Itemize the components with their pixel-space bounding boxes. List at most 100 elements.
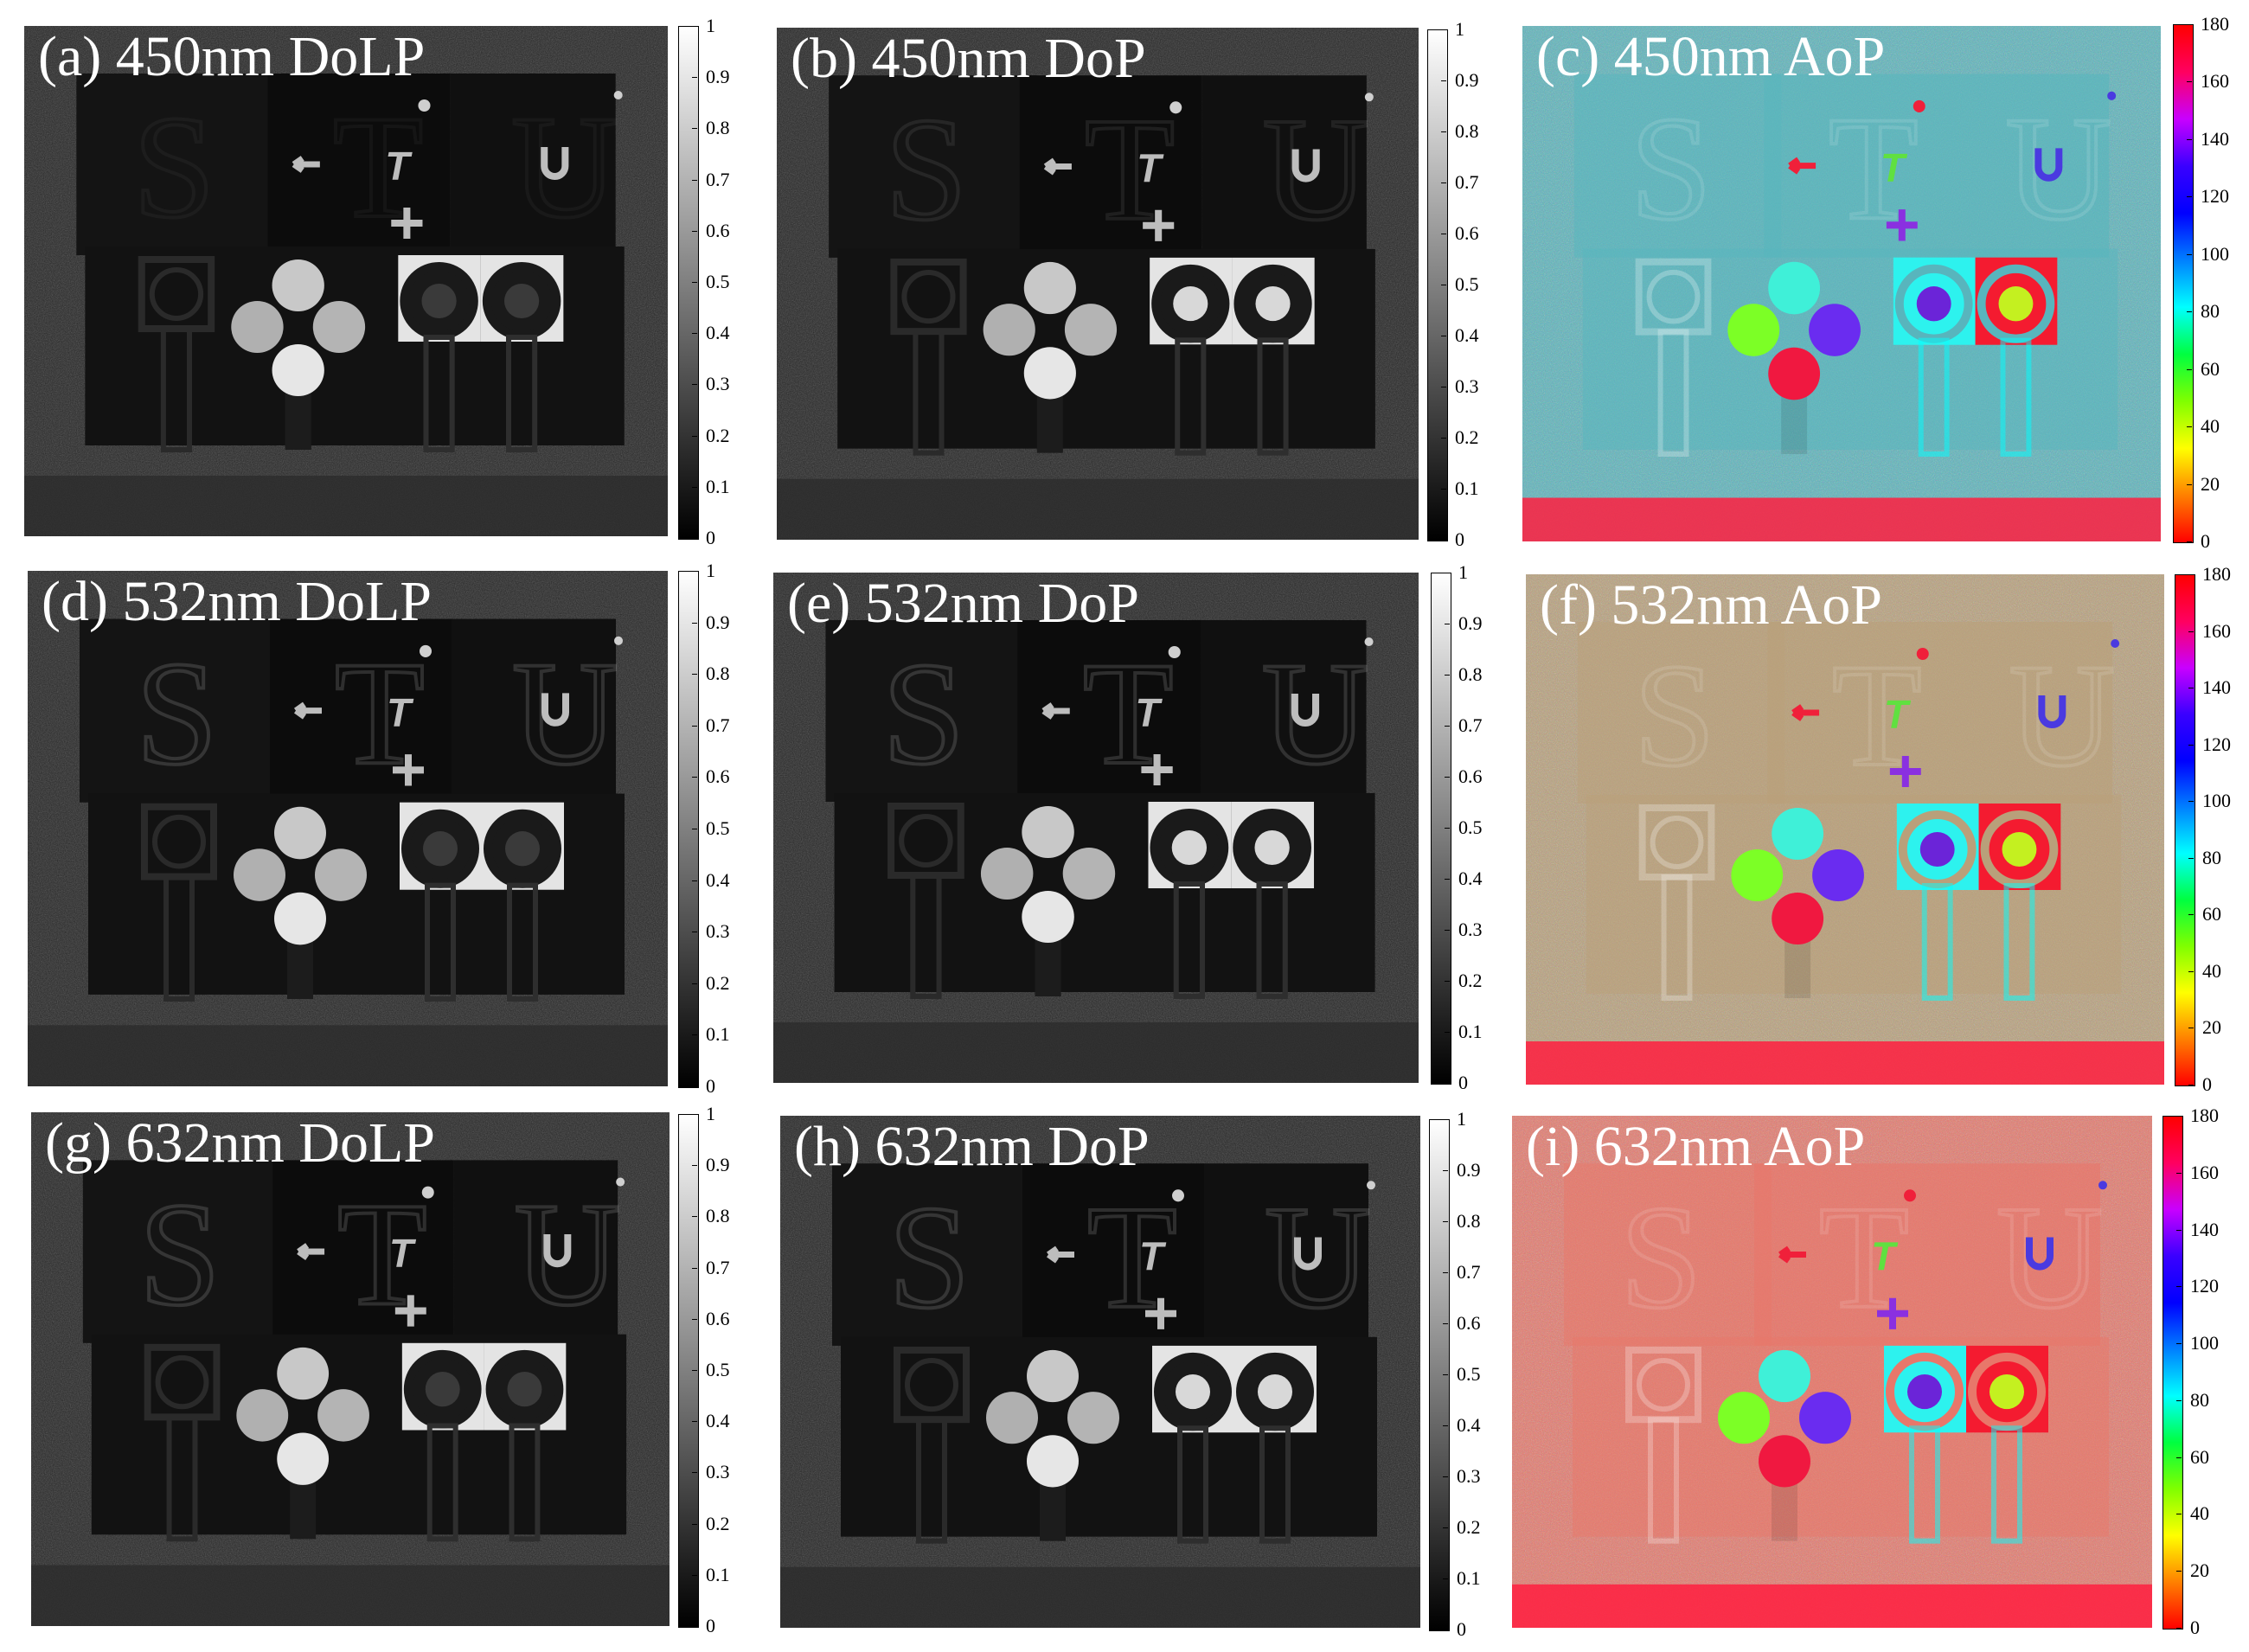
colorbar-tick-mark bbox=[692, 1034, 697, 1036]
cross-symbol bbox=[1141, 754, 1173, 785]
colorbar-tick-label: 160 bbox=[2201, 70, 2229, 93]
square-holder-stem bbox=[910, 873, 942, 999]
colorbar-tick-label: 1 bbox=[1457, 1108, 1466, 1130]
square-holder-stem bbox=[916, 1417, 947, 1544]
holder-center-2 bbox=[1258, 1374, 1292, 1410]
holder-stem-1 bbox=[426, 1423, 458, 1542]
bottom-strip bbox=[1512, 1584, 2152, 1628]
colorbar-tick-label: 0.5 bbox=[1457, 1363, 1481, 1385]
colorbar-tick-label: 0 bbox=[1457, 1618, 1466, 1640]
square-holder-ring bbox=[899, 814, 953, 868]
cross-symbol bbox=[1145, 1297, 1176, 1329]
holder-stem-1 bbox=[1177, 1425, 1208, 1544]
engraved-letter-s: S bbox=[885, 87, 967, 251]
colorbar-tick-label: 0.6 bbox=[706, 1307, 730, 1329]
colorbar-tick-label: 0.7 bbox=[706, 714, 730, 736]
colorbar-tick-mark bbox=[2176, 1229, 2182, 1231]
colorbar-tick-label: 20 bbox=[2201, 472, 2220, 495]
plate-u bbox=[1936, 1163, 2100, 1346]
disc-top bbox=[1772, 808, 1824, 860]
colorbar-tick-mark bbox=[2187, 368, 2192, 370]
disc-right bbox=[1809, 304, 1861, 356]
colorbar-tick-label: 80 bbox=[2201, 300, 2220, 323]
colorbar-tick-label: 60 bbox=[2190, 1445, 2209, 1468]
bottom-strip bbox=[31, 1565, 670, 1626]
u-symbol bbox=[2038, 695, 2066, 728]
colorbar-tick-label: 1 bbox=[1455, 18, 1464, 40]
colorbar-tick-label: 0.5 bbox=[706, 271, 730, 292]
holder-center-1 bbox=[1173, 286, 1208, 322]
arrow-symbol bbox=[1791, 704, 1820, 721]
disc-right bbox=[317, 1389, 369, 1442]
disc-bottom bbox=[1027, 1435, 1079, 1488]
plate-u bbox=[1948, 622, 2113, 804]
disc-top bbox=[272, 259, 324, 311]
panel-f-label: (f) 532nm AoP bbox=[1540, 574, 1882, 637]
colorbar-tick-label: 120 bbox=[2201, 185, 2229, 208]
colorbar-tick-label: 0.3 bbox=[706, 373, 730, 395]
t-symbol: T bbox=[1139, 1234, 1167, 1279]
colorbar-tick-mark bbox=[692, 777, 697, 778]
colorbar-tick-label: 20 bbox=[2190, 1559, 2209, 1582]
colorbar-tick-mark bbox=[2188, 574, 2194, 575]
colorbar-tick-label: 0.2 bbox=[706, 971, 730, 994]
dot-symbol bbox=[1367, 1181, 1375, 1190]
colorbar-tick-mark bbox=[692, 674, 697, 676]
cross-symbol bbox=[1889, 756, 1921, 787]
colorbar-tick-label: 0.3 bbox=[1457, 1465, 1481, 1487]
disc-left bbox=[236, 1389, 289, 1442]
colorbar-tick-label: 140 bbox=[2190, 1218, 2219, 1240]
holder-center-1 bbox=[421, 284, 457, 318]
colorbar-tick-label: 0 bbox=[706, 1075, 715, 1097]
square-holder bbox=[1638, 804, 1715, 880]
colorbar-tick-label: 20 bbox=[2202, 1016, 2221, 1039]
holder-center-1 bbox=[1907, 1374, 1942, 1410]
colorbar-tick-mark bbox=[1441, 489, 1446, 490]
colorbar-tick-mark bbox=[692, 282, 697, 283]
colorbar-tick-label: 1 bbox=[1458, 561, 1468, 583]
dot-symbol bbox=[2107, 91, 2117, 100]
disc-bottom bbox=[277, 1432, 330, 1485]
colorbar-tick-label: 140 bbox=[2201, 127, 2229, 150]
panel-d-label: (d) 532nm DoLP bbox=[42, 571, 432, 633]
colorbar-tick-label: 0.5 bbox=[706, 1359, 730, 1380]
plate-u bbox=[1945, 74, 2110, 258]
colorbar-tick-mark bbox=[1445, 879, 1450, 880]
colorbar-tick-label: 0.6 bbox=[1455, 222, 1479, 244]
colorbar-tick-mark bbox=[2188, 801, 2194, 803]
colorbar-tick-mark bbox=[1445, 777, 1450, 778]
colorbar-tick-label: 0.6 bbox=[1457, 1312, 1481, 1334]
engraved-letter-s: S bbox=[133, 85, 215, 247]
disc-bottom bbox=[272, 344, 324, 396]
panel-image: S T UT bbox=[24, 26, 668, 536]
colorbar-tick-mark bbox=[1443, 1323, 1448, 1324]
u-symbol bbox=[1291, 694, 1320, 727]
bottom-strip bbox=[28, 1025, 668, 1086]
heart-symbol bbox=[1169, 101, 1182, 114]
heart-symbol bbox=[1168, 646, 1181, 658]
square-holder-ring bbox=[1646, 269, 1701, 324]
colorbar-tick-label: 0.8 bbox=[1457, 1210, 1481, 1232]
colorbar-tick-label: 0 bbox=[706, 1615, 715, 1636]
colorbar-tick-mark bbox=[2188, 914, 2194, 916]
disc-right bbox=[315, 848, 367, 901]
disc-bottom bbox=[1768, 347, 1821, 400]
colorbar-tick-label: 0.2 bbox=[1457, 1516, 1481, 1538]
colorbar-tick-mark bbox=[1441, 540, 1446, 541]
heart-symbol bbox=[1913, 99, 1925, 113]
holder-stem-2 bbox=[2000, 337, 2032, 458]
colorbar-tick-mark bbox=[2176, 1343, 2182, 1345]
colorbar-tick-mark bbox=[2187, 196, 2192, 198]
disc-top bbox=[1023, 261, 1076, 315]
colorbar-tick-mark bbox=[1445, 675, 1450, 676]
colorbar-tick-mark bbox=[692, 1472, 697, 1474]
colorbar-tick-label: 100 bbox=[2201, 242, 2229, 265]
engraved-letter-s: S bbox=[882, 632, 964, 795]
disc-bottom bbox=[1759, 1435, 1810, 1488]
panel-b-label: (b) 450nm DoP bbox=[791, 28, 1146, 90]
arrow-symbol bbox=[292, 156, 320, 173]
bottom-strip bbox=[773, 1022, 1419, 1083]
colorbar-tick-label: 100 bbox=[2190, 1332, 2219, 1354]
